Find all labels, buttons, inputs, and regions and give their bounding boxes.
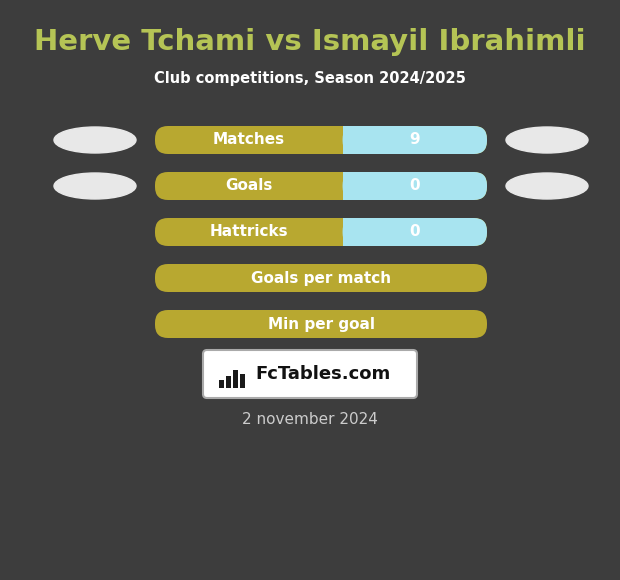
- Text: 9: 9: [409, 132, 420, 147]
- Bar: [343, 172, 356, 200]
- Text: 0: 0: [409, 179, 420, 194]
- FancyBboxPatch shape: [343, 126, 487, 154]
- FancyBboxPatch shape: [155, 218, 487, 246]
- FancyBboxPatch shape: [343, 172, 487, 200]
- FancyBboxPatch shape: [203, 350, 417, 398]
- Text: FcTables.com: FcTables.com: [255, 365, 390, 383]
- Text: Goals per match: Goals per match: [251, 270, 391, 285]
- Bar: [226, 376, 231, 388]
- Text: Goals: Goals: [225, 179, 272, 194]
- Bar: [219, 380, 224, 388]
- Ellipse shape: [506, 127, 588, 153]
- Text: Herve Tchami vs Ismayil Ibrahimli: Herve Tchami vs Ismayil Ibrahimli: [34, 28, 586, 56]
- Text: 0: 0: [409, 224, 420, 240]
- FancyBboxPatch shape: [155, 264, 487, 292]
- Text: Hattricks: Hattricks: [210, 224, 288, 240]
- Bar: [233, 370, 238, 388]
- FancyBboxPatch shape: [155, 172, 487, 200]
- Text: Min per goal: Min per goal: [267, 317, 374, 332]
- Bar: [343, 218, 356, 246]
- Ellipse shape: [54, 127, 136, 153]
- Ellipse shape: [54, 173, 136, 199]
- Text: Club competitions, Season 2024/2025: Club competitions, Season 2024/2025: [154, 71, 466, 85]
- Text: 2 november 2024: 2 november 2024: [242, 412, 378, 427]
- FancyBboxPatch shape: [343, 218, 487, 246]
- Bar: [343, 126, 356, 154]
- FancyBboxPatch shape: [155, 310, 487, 338]
- Ellipse shape: [506, 173, 588, 199]
- Bar: [240, 374, 245, 388]
- Text: Matches: Matches: [213, 132, 285, 147]
- FancyBboxPatch shape: [155, 126, 487, 154]
